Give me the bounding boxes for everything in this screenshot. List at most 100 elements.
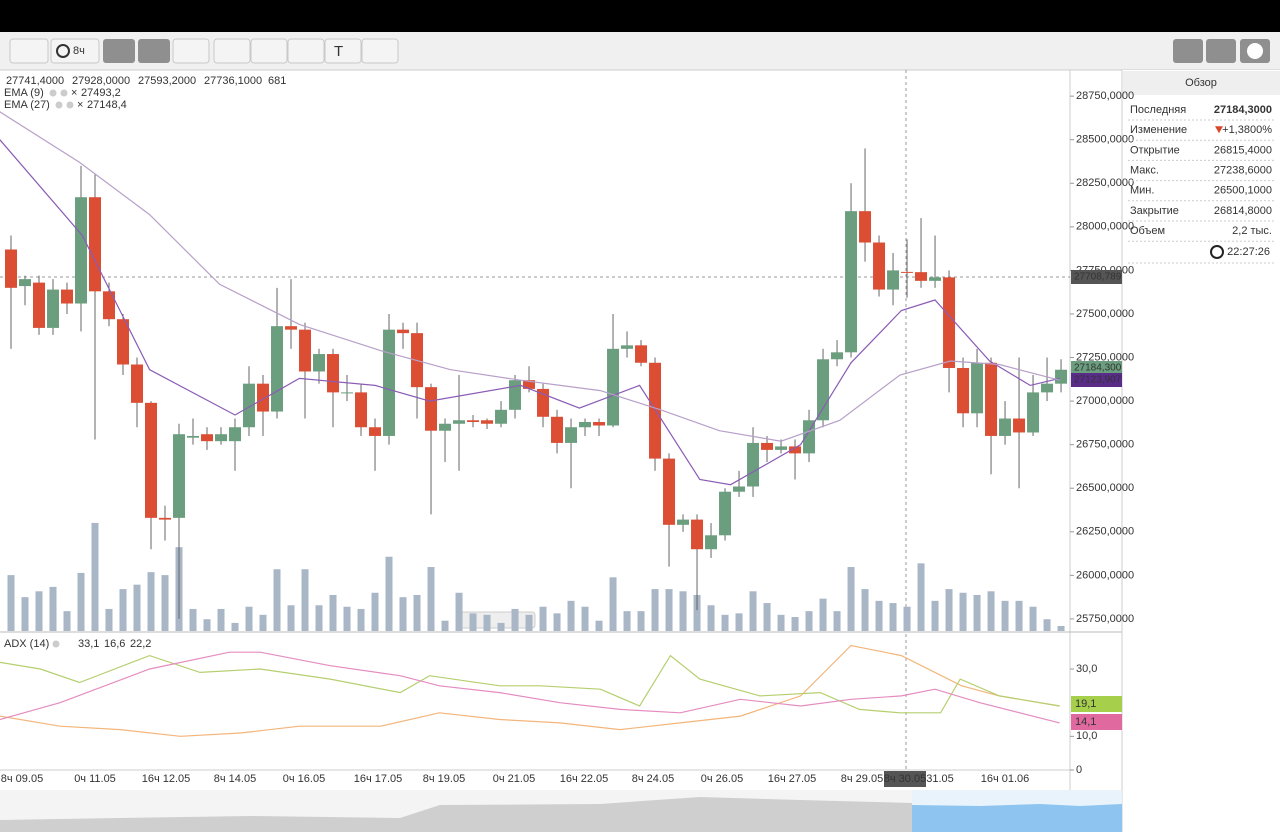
fullscreen-button[interactable]	[1206, 39, 1236, 63]
candle-body	[355, 392, 368, 428]
crosshair-button[interactable]	[103, 39, 135, 63]
candle-body	[649, 362, 662, 459]
candle-body	[915, 272, 928, 281]
volume-bar	[805, 611, 813, 631]
y-tick-label: 28500,0000	[1076, 134, 1134, 146]
overview-value: 26500,1000	[1214, 185, 1272, 197]
candle-body	[775, 446, 788, 450]
interval-label: 8ч	[73, 45, 85, 57]
shape-tool-button[interactable]	[250, 38, 288, 64]
candle-body	[341, 392, 354, 394]
value-tag-label: 14,1	[1075, 716, 1096, 728]
volume-bar	[1015, 600, 1023, 631]
y-tick-label: 28750,0000	[1076, 90, 1134, 102]
candle-body	[285, 326, 298, 330]
candle-body	[719, 491, 732, 536]
volume-bar	[343, 606, 351, 631]
candle-body	[271, 326, 284, 412]
candle-body	[383, 329, 396, 436]
chart-type-button[interactable]	[9, 38, 49, 64]
value-tag	[1071, 714, 1122, 730]
navigator-selected-area	[912, 804, 1122, 832]
candle-body	[327, 354, 340, 393]
clock-icon	[1210, 245, 1224, 259]
fib-tool-button[interactable]	[287, 38, 325, 64]
settings-icon	[66, 101, 74, 109]
volume-bar	[609, 577, 617, 631]
volume-bar	[987, 591, 995, 631]
volume-bar	[861, 589, 869, 631]
candle-body	[61, 289, 74, 304]
candle-body	[187, 435, 200, 438]
candle-body	[999, 418, 1012, 436]
y-tick-label: 28250,0000	[1076, 177, 1134, 189]
volume-bar	[7, 575, 15, 631]
volume-bar	[63, 611, 71, 631]
image-tool-button[interactable]	[361, 38, 399, 64]
overview-label: Закрытие	[1130, 205, 1179, 217]
candle-body	[47, 289, 60, 328]
volume-bar	[595, 620, 603, 631]
y-tick-label: 25750,0000	[1076, 613, 1134, 625]
volume-bar	[21, 597, 29, 631]
candle-body	[397, 329, 410, 334]
volume-bar	[259, 614, 267, 631]
candle-body	[691, 519, 704, 550]
volume-bar	[427, 567, 435, 631]
candle-body	[1027, 392, 1040, 433]
volume-bar	[903, 606, 911, 631]
volume-bar	[847, 567, 855, 631]
overview-label: Мин.	[1130, 185, 1154, 197]
price-tag	[1071, 373, 1122, 387]
volume-bar	[455, 592, 463, 631]
eye-icon	[55, 101, 63, 109]
candle-body	[313, 354, 326, 372]
indicator-line	[0, 111, 1060, 442]
overview-time: 22:27:26	[1227, 246, 1270, 258]
candle-body	[229, 427, 242, 442]
volume-bar	[35, 591, 43, 631]
clock-icon	[56, 44, 70, 58]
ema-value: 27493,2	[81, 87, 121, 99]
candle-body	[117, 319, 130, 365]
remove-icon: ×	[71, 87, 77, 99]
volume-bar	[889, 603, 897, 631]
ema-value: 27148,4	[87, 99, 127, 111]
volume-bar	[245, 606, 253, 631]
candle-body	[817, 359, 830, 421]
volume-bar	[161, 575, 169, 631]
volume-bar	[735, 613, 743, 631]
indicators-button[interactable]	[172, 38, 210, 64]
volume-bar	[833, 611, 841, 631]
settings-icon	[52, 640, 60, 648]
candle-body	[677, 519, 690, 525]
line-tool-button[interactable]	[213, 38, 251, 64]
candle-body	[621, 345, 634, 349]
candle-body	[89, 197, 102, 292]
grid-button[interactable]	[138, 39, 170, 63]
y-tick-label: 26500,0000	[1076, 482, 1134, 494]
candle-body	[5, 249, 18, 288]
candle-body	[733, 486, 746, 492]
adx-value: 16,6	[104, 638, 125, 650]
x-tick-label: 8ч 29.05	[841, 773, 883, 785]
candle-body	[607, 348, 620, 426]
screen-button[interactable]	[1173, 39, 1203, 63]
price-tag	[1071, 361, 1122, 375]
volume-bar	[973, 594, 981, 631]
crosshair-time-box	[884, 771, 926, 787]
candle-body	[215, 434, 228, 442]
overview-value: 27238,6000	[1214, 165, 1272, 177]
ohlc-value: 27928,0000	[72, 75, 130, 87]
volume-bar	[707, 605, 715, 631]
x-tick-label: 0ч 26.05	[701, 773, 743, 785]
volume-bar	[581, 606, 589, 631]
candle-body	[19, 279, 32, 287]
text-tool-button[interactable]	[324, 38, 362, 64]
volume-bar	[189, 608, 197, 631]
x-tick-label: 8ч 14.05	[214, 773, 256, 785]
volume-bar	[91, 522, 99, 631]
adx-value: 33,1	[78, 638, 99, 650]
volume-bar	[441, 620, 449, 631]
